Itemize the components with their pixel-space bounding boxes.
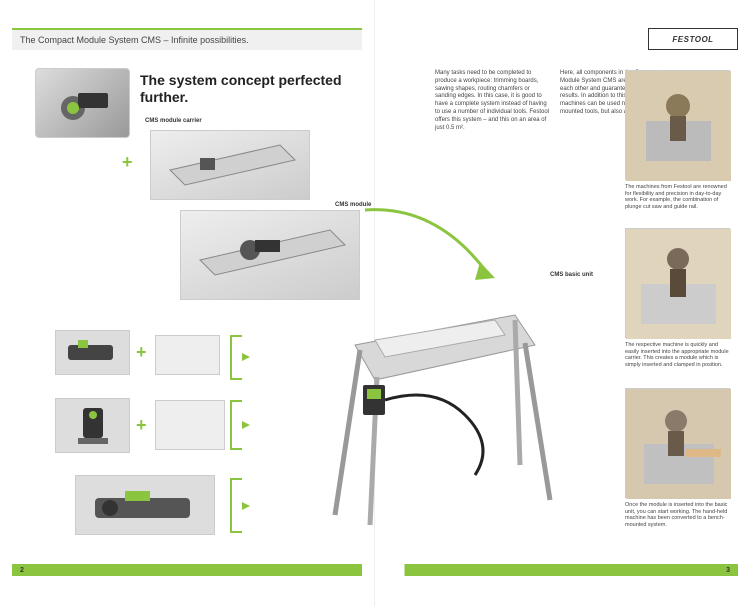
sidebar-caption-2: The respective machine is quickly and ea… <box>625 342 730 368</box>
sander-image <box>75 475 215 535</box>
sidebar-caption-3: Once the module is inserted into the bas… <box>625 502 730 528</box>
main-title: The system concept perfected further. <box>140 72 374 106</box>
basic-unit-image <box>315 285 575 535</box>
page-number-right: 3 <box>726 567 730 574</box>
sidebar-image-2 <box>625 228 730 338</box>
header-bar-left: The Compact Module System CMS – Infinite… <box>12 28 362 50</box>
footer-bar-left <box>12 564 362 576</box>
label-basic-unit: CMS basic unit <box>550 272 593 278</box>
label-module-carrier: CMS module carrier <box>145 118 202 124</box>
jigsaw-plate-image <box>155 335 220 375</box>
router-image <box>55 398 130 453</box>
router-plate-image <box>155 400 225 450</box>
bracket-arrow-2 <box>242 421 250 429</box>
logo-text: FESTOOL <box>672 35 713 44</box>
bracket-2 <box>230 400 242 450</box>
bracket-arrow-3 <box>242 502 250 510</box>
module-carrier-image <box>150 130 310 200</box>
plus-icon-2: + <box>136 342 147 363</box>
bracket-1 <box>230 335 242 380</box>
catalog-spread: The Compact Module System CMS – Infinite… <box>0 0 750 606</box>
sidebar-image-3 <box>625 388 730 498</box>
bracket-arrow-1 <box>242 353 250 361</box>
bracket-3 <box>230 478 242 533</box>
sidebar-caption-1: The machines from Festool are renowned f… <box>625 184 730 210</box>
plus-icon-1: + <box>122 152 133 173</box>
logo-box: FESTOOL <box>648 28 738 50</box>
page-number-left: 2 <box>20 567 24 574</box>
jigsaw-image <box>55 330 130 375</box>
footer-bar-right <box>387 564 738 576</box>
plunge-saw-image <box>35 68 130 138</box>
page-right: FESTOOL Many tasks need to be completed … <box>375 0 750 606</box>
sidebar-image-1 <box>625 70 730 180</box>
body-column-1: Many tasks need to be completed to produ… <box>435 70 550 132</box>
plus-icon-3: + <box>136 415 147 436</box>
header-title: The Compact Module System CMS – Infinite… <box>20 35 249 45</box>
